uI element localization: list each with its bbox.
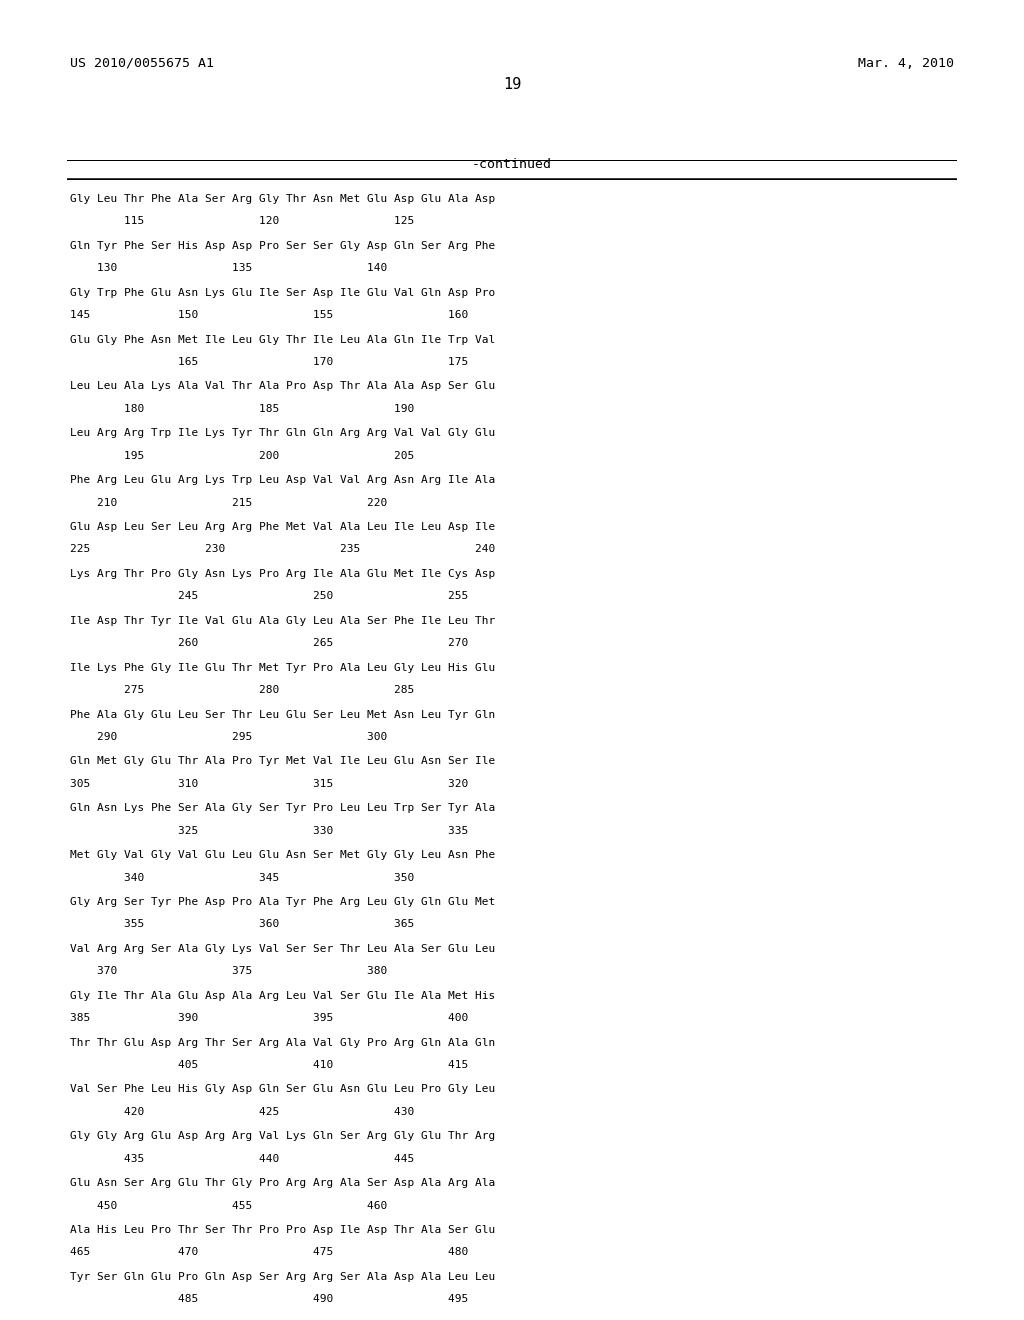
Text: Thr Thr Glu Asp Arg Thr Ser Arg Ala Val Gly Pro Arg Gln Ala Gln: Thr Thr Glu Asp Arg Thr Ser Arg Ala Val … (70, 1038, 495, 1048)
Text: Glu Asp Leu Ser Leu Arg Arg Phe Met Val Ala Leu Ile Leu Asp Ile: Glu Asp Leu Ser Leu Arg Arg Phe Met Val … (70, 521, 495, 532)
Text: 245                 250                 255: 245 250 255 (70, 591, 468, 602)
Text: 325                 330                 335: 325 330 335 (70, 826, 468, 836)
Text: Val Arg Arg Ser Ala Gly Lys Val Ser Ser Thr Leu Ala Ser Glu Leu: Val Arg Arg Ser Ala Gly Lys Val Ser Ser … (70, 944, 495, 954)
Text: 165                 170                 175: 165 170 175 (70, 358, 468, 367)
Text: Gly Gly Arg Glu Asp Arg Arg Val Lys Gln Ser Arg Gly Glu Thr Arg: Gly Gly Arg Glu Asp Arg Arg Val Lys Gln … (70, 1131, 495, 1142)
Text: Leu Leu Ala Lys Ala Val Thr Ala Pro Asp Thr Ala Ala Asp Ser Glu: Leu Leu Ala Lys Ala Val Thr Ala Pro Asp … (70, 381, 495, 392)
Text: Gln Tyr Phe Ser His Asp Asp Pro Ser Ser Gly Asp Gln Ser Arg Phe: Gln Tyr Phe Ser His Asp Asp Pro Ser Ser … (70, 242, 495, 251)
Text: 450                 455                 460: 450 455 460 (70, 1201, 387, 1210)
Text: 19: 19 (503, 77, 521, 91)
Text: 370                 375                 380: 370 375 380 (70, 966, 387, 977)
Text: 485                 490                 495: 485 490 495 (70, 1294, 468, 1304)
Text: 195                 200                 205: 195 200 205 (70, 451, 414, 461)
Text: 275                 280                 285: 275 280 285 (70, 685, 414, 696)
Text: 115                 120                 125: 115 120 125 (70, 216, 414, 227)
Text: 465             470                 475                 480: 465 470 475 480 (70, 1247, 468, 1258)
Text: 355                 360                 365: 355 360 365 (70, 919, 414, 929)
Text: 130                 135                 140: 130 135 140 (70, 263, 387, 273)
Text: Phe Arg Leu Glu Arg Lys Trp Leu Asp Val Val Arg Asn Arg Ile Ala: Phe Arg Leu Glu Arg Lys Trp Leu Asp Val … (70, 475, 495, 486)
Text: 435                 440                 445: 435 440 445 (70, 1154, 414, 1164)
Text: 290                 295                 300: 290 295 300 (70, 731, 387, 742)
Text: Ile Asp Thr Tyr Ile Val Glu Ala Gly Leu Ala Ser Phe Ile Leu Thr: Ile Asp Thr Tyr Ile Val Glu Ala Gly Leu … (70, 615, 495, 626)
Text: 180                 185                 190: 180 185 190 (70, 404, 414, 414)
Text: Gly Leu Thr Phe Ala Ser Arg Gly Thr Asn Met Glu Asp Glu Ala Asp: Gly Leu Thr Phe Ala Ser Arg Gly Thr Asn … (70, 194, 495, 205)
Text: Gly Arg Ser Tyr Phe Asp Pro Ala Tyr Phe Arg Leu Gly Gln Glu Met: Gly Arg Ser Tyr Phe Asp Pro Ala Tyr Phe … (70, 898, 495, 907)
Text: 340                 345                 350: 340 345 350 (70, 873, 414, 883)
Text: Glu Asn Ser Arg Glu Thr Gly Pro Arg Arg Ala Ser Asp Ala Arg Ala: Glu Asn Ser Arg Glu Thr Gly Pro Arg Arg … (70, 1177, 495, 1188)
Text: Leu Arg Arg Trp Ile Lys Tyr Thr Gln Gln Arg Arg Val Val Gly Glu: Leu Arg Arg Trp Ile Lys Tyr Thr Gln Gln … (70, 428, 495, 438)
Text: 405                 410                 415: 405 410 415 (70, 1060, 468, 1071)
Text: Gly Ile Thr Ala Glu Asp Ala Arg Leu Val Ser Glu Ile Ala Met His: Gly Ile Thr Ala Glu Asp Ala Arg Leu Val … (70, 990, 495, 1001)
Text: Ile Lys Phe Gly Ile Glu Thr Met Tyr Pro Ala Leu Gly Leu His Glu: Ile Lys Phe Gly Ile Glu Thr Met Tyr Pro … (70, 663, 495, 673)
Text: Ala His Leu Pro Thr Ser Thr Pro Pro Asp Ile Asp Thr Ala Ser Glu: Ala His Leu Pro Thr Ser Thr Pro Pro Asp … (70, 1225, 495, 1236)
Text: 210                 215                 220: 210 215 220 (70, 498, 387, 508)
Text: -continued: -continued (472, 158, 552, 172)
Text: Met Gly Val Gly Val Glu Leu Glu Asn Ser Met Gly Gly Leu Asn Phe: Met Gly Val Gly Val Glu Leu Glu Asn Ser … (70, 850, 495, 861)
Text: Gln Met Gly Glu Thr Ala Pro Tyr Met Val Ile Leu Glu Asn Ser Ile: Gln Met Gly Glu Thr Ala Pro Tyr Met Val … (70, 756, 495, 767)
Text: 420                 425                 430: 420 425 430 (70, 1106, 414, 1117)
Text: Glu Gly Phe Asn Met Ile Leu Gly Thr Ile Leu Ala Gln Ile Trp Val: Glu Gly Phe Asn Met Ile Leu Gly Thr Ile … (70, 335, 495, 345)
Text: 305             310                 315                 320: 305 310 315 320 (70, 779, 468, 789)
Text: Tyr Ser Gln Glu Pro Gln Asp Ser Arg Arg Ser Ala Asp Ala Leu Leu: Tyr Ser Gln Glu Pro Gln Asp Ser Arg Arg … (70, 1271, 495, 1282)
Text: 260                 265                 270: 260 265 270 (70, 638, 468, 648)
Text: 385             390                 395                 400: 385 390 395 400 (70, 1014, 468, 1023)
Text: Val Ser Phe Leu His Gly Asp Gln Ser Glu Asn Glu Leu Pro Gly Leu: Val Ser Phe Leu His Gly Asp Gln Ser Glu … (70, 1085, 495, 1094)
Text: US 2010/0055675 A1: US 2010/0055675 A1 (70, 57, 214, 70)
Text: Phe Ala Gly Glu Leu Ser Thr Leu Glu Ser Leu Met Asn Leu Tyr Gln: Phe Ala Gly Glu Leu Ser Thr Leu Glu Ser … (70, 710, 495, 719)
Text: Lys Arg Thr Pro Gly Asn Lys Pro Arg Ile Ala Glu Met Ile Cys Asp: Lys Arg Thr Pro Gly Asn Lys Pro Arg Ile … (70, 569, 495, 579)
Text: 225                 230                 235                 240: 225 230 235 240 (70, 544, 495, 554)
Text: 145             150                 155                 160: 145 150 155 160 (70, 310, 468, 321)
Text: Gln Asn Lys Phe Ser Ala Gly Ser Tyr Pro Leu Leu Trp Ser Tyr Ala: Gln Asn Lys Phe Ser Ala Gly Ser Tyr Pro … (70, 803, 495, 813)
Text: Gly Trp Phe Glu Asn Lys Glu Ile Ser Asp Ile Glu Val Gln Asp Pro: Gly Trp Phe Glu Asn Lys Glu Ile Ser Asp … (70, 288, 495, 298)
Text: Mar. 4, 2010: Mar. 4, 2010 (858, 57, 954, 70)
